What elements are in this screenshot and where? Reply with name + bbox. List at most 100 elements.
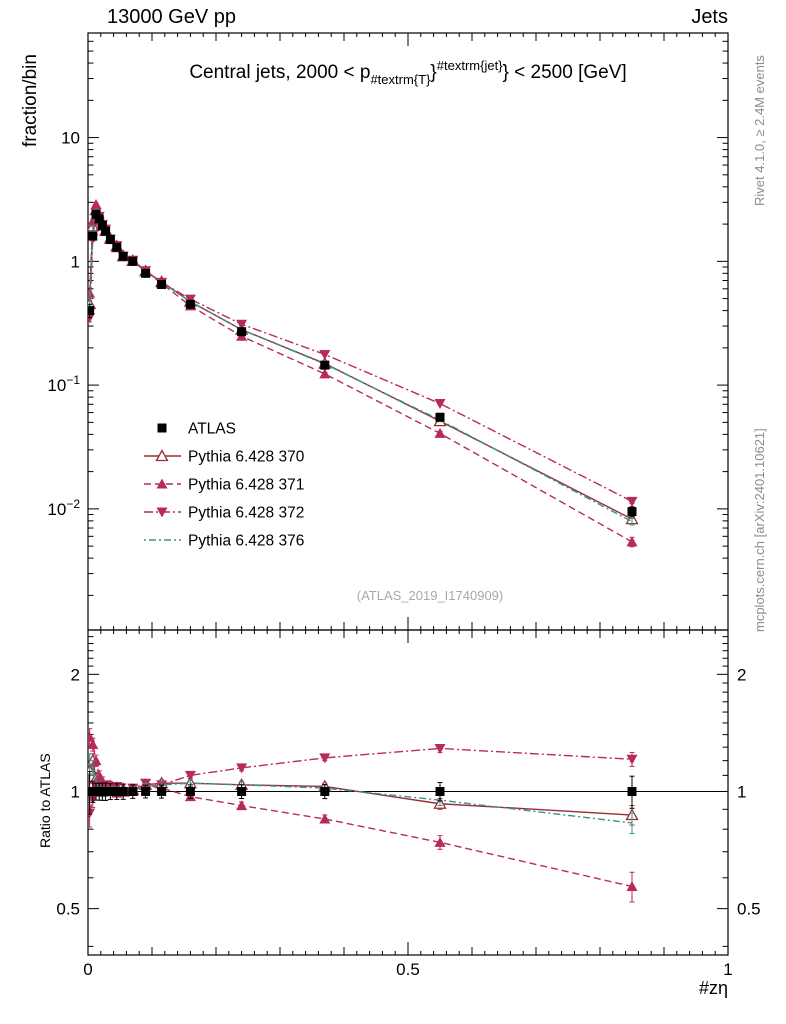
ratio-y-tick-label-right: 1 xyxy=(737,782,746,801)
series-line-ratio xyxy=(88,736,633,888)
data-marker-triangle-down xyxy=(434,743,446,754)
data-marker-square xyxy=(94,214,104,224)
ratio-panel-curves xyxy=(88,728,639,903)
main-y-axis-label: fraction/bin xyxy=(20,54,41,147)
main-title: Central jets, 2000 < p#textrm{T}}#textrm… xyxy=(189,58,626,87)
data-marker-square xyxy=(128,786,138,796)
data-marker-triangle xyxy=(319,368,331,379)
data-marker-square xyxy=(435,412,445,422)
data-marker-triangle-down xyxy=(156,507,168,518)
data-marker-square xyxy=(101,226,111,236)
data-marker-triangle-down xyxy=(184,770,196,781)
legend-label: ATLAS xyxy=(188,421,236,438)
data-marker-square xyxy=(91,209,101,219)
series-line-ratio xyxy=(89,763,633,824)
x-tick-label: 1 xyxy=(723,960,732,979)
legend-label: Pythia 6.428 370 xyxy=(188,449,305,466)
legend-label: Pythia 6.428 376 xyxy=(188,533,304,550)
legend-row: Pythia 6.428 372 xyxy=(144,505,304,522)
series-line-main xyxy=(88,207,633,520)
ratio-y-tick-label: 0.5 xyxy=(56,900,80,919)
data-marker-square xyxy=(320,360,330,370)
ratio-y-tick-label: 2 xyxy=(71,665,80,684)
data-marker-square xyxy=(185,299,195,309)
title-superscript: #textrm{jet} xyxy=(437,58,503,73)
data-marker-square xyxy=(105,235,115,245)
data-marker-triangle xyxy=(319,813,331,824)
data-marker-triangle xyxy=(88,731,96,742)
data-marker-square xyxy=(320,786,330,796)
data-marker-square xyxy=(112,786,122,796)
axes-layer: 10 1 10−1 10−2 2 2 1 1 0.5 0.5 0 0.5 1 xyxy=(47,32,761,979)
main-panel-curves xyxy=(88,198,639,548)
series-line-main xyxy=(88,211,633,502)
side-note-rivet: Rivet 4.1.0, ≥ 2.4M events xyxy=(752,55,767,206)
data-marker-square xyxy=(157,786,167,796)
series-line-ratio xyxy=(88,747,633,814)
ratio-y-tick-label-right: 2 xyxy=(737,665,746,684)
legend-row: Pythia 6.428 376 xyxy=(144,533,304,550)
watermark: (ATLAS_2019_I1740909) xyxy=(357,588,503,603)
main-y-tick-label: 1 xyxy=(71,252,80,271)
main-y-tick-label: 10 xyxy=(61,129,80,148)
data-marker-triangle-down xyxy=(319,349,331,360)
data-marker-triangle xyxy=(236,800,248,811)
legend-row: ATLAS xyxy=(157,421,236,438)
title-subscript: #textrm{T} xyxy=(370,72,431,87)
data-marker-square xyxy=(101,786,111,796)
x-tick-label: 0.5 xyxy=(396,960,420,979)
tick-exponent: −1 xyxy=(66,373,80,387)
data-marker-square xyxy=(141,268,151,278)
data-marker-square xyxy=(141,786,151,796)
ratio-y-axis-label: Ratio to ATLAS xyxy=(37,753,53,848)
data-marker-triangle xyxy=(434,427,446,438)
ratio-y-tick-label-right: 0.5 xyxy=(737,900,761,919)
x-tick-label: 0 xyxy=(83,960,92,979)
data-marker-square xyxy=(118,786,128,796)
data-marker-triangle xyxy=(88,739,99,750)
data-marker-square xyxy=(237,786,247,796)
data-marker-triangle xyxy=(90,198,102,209)
data-marker-triangle-down xyxy=(236,319,248,330)
data-marker-triangle-down xyxy=(184,294,196,305)
header-right: Jets xyxy=(691,6,728,28)
header-left: 13000 GeV pp xyxy=(107,6,236,28)
data-marker-triangle xyxy=(156,478,168,489)
title-brace: } xyxy=(430,62,436,83)
data-marker-triangle-down xyxy=(626,754,638,765)
data-marker-square xyxy=(105,786,115,796)
legend-row: Pythia 6.428 371 xyxy=(144,477,304,494)
data-marker-triangle-down xyxy=(319,753,331,764)
data-marker-square xyxy=(185,786,195,796)
tick-exponent: −2 xyxy=(66,497,80,511)
data-marker-triangle-down xyxy=(626,496,638,507)
side-note-mcplots: mcplots.cern.ch [arXiv:2401.10621] xyxy=(752,428,767,632)
data-marker-triangle-open xyxy=(155,449,169,462)
data-marker-square xyxy=(88,231,98,241)
data-marker-square xyxy=(97,220,107,230)
data-marker-triangle-down xyxy=(434,399,446,410)
data-marker-square xyxy=(627,786,637,796)
data-marker-triangle xyxy=(626,880,638,891)
data-marker-square xyxy=(112,242,122,252)
data-marker-square xyxy=(157,423,167,433)
series-line-ratio xyxy=(88,760,633,816)
data-marker-triangle-down xyxy=(236,763,248,774)
data-marker-square xyxy=(128,256,138,266)
data-marker-triangle xyxy=(626,536,638,547)
data-marker-square xyxy=(88,306,95,316)
data-marker-square xyxy=(118,251,128,261)
title-suffix: } < 2500 [GeV] xyxy=(503,62,627,83)
series-line-main xyxy=(88,208,633,523)
legend-label: Pythia 6.428 372 xyxy=(188,505,304,522)
legend-row: Pythia 6.428 370 xyxy=(144,449,305,466)
x-axis-label: #zη xyxy=(699,978,728,998)
data-marker-square xyxy=(237,327,247,337)
title-prefix: Central jets, 2000 < p xyxy=(189,62,370,83)
legend-label: Pythia 6.428 371 xyxy=(188,477,304,494)
data-marker-square xyxy=(157,280,167,290)
legend: ATLAS Pythia 6.428 370 Pythia 6.428 371 Pyt… xyxy=(144,421,305,550)
series-line-main xyxy=(88,201,633,543)
